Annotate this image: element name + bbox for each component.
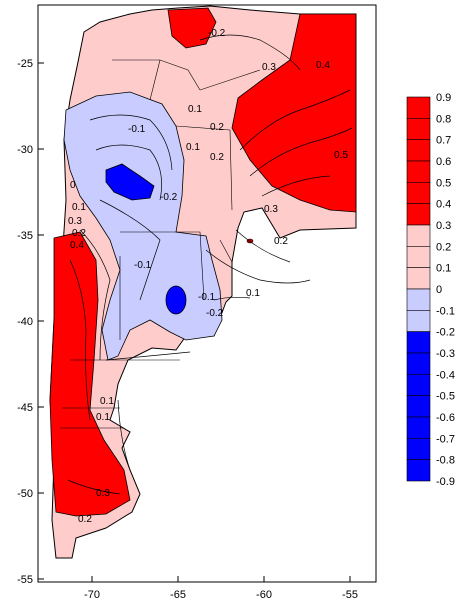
contour-label: 0.4 (316, 60, 330, 71)
contour-label: 0.2 (274, 236, 288, 247)
legend-swatch (406, 374, 431, 396)
legend-label: -0.5 (436, 391, 455, 403)
legend-label: -0.3 (436, 348, 455, 360)
y-tick-label: -30 (17, 144, 33, 156)
legend-swatch (406, 246, 431, 268)
y-tick-label: -25 (17, 58, 33, 70)
legend-label: -0.9 (436, 476, 455, 488)
contour-label: 0.4 (70, 240, 84, 251)
legend-label: -0.4 (436, 369, 455, 381)
contour-label: -0.1 (134, 260, 152, 271)
contour-label: -0.2 (160, 192, 178, 203)
y-tick-label: -55 (17, 574, 33, 586)
contour-label: 0.2 (72, 228, 86, 239)
legend-label: -0.8 (436, 455, 455, 467)
legend-label: 0.8 (436, 113, 451, 125)
legend-label: -0.2 (436, 327, 455, 339)
legend-swatch (406, 459, 431, 482)
contour-label: 0.2 (210, 122, 224, 133)
legend-label: 0.3 (436, 220, 451, 232)
contour-label: 0.2 (210, 152, 224, 163)
legend-swatch (406, 203, 431, 226)
y-tick-labels: -25 -30 -35 -40 -45 -50 -55 (17, 58, 33, 586)
legend-swatch (406, 182, 431, 204)
contour-label: 0.3 (68, 216, 82, 227)
contour-label: 0.3 (262, 62, 276, 73)
legend-swatch (406, 352, 431, 375)
x-tick-label: -60 (256, 589, 272, 601)
legend-swatch (406, 267, 431, 290)
legend-label: -0.6 (436, 412, 455, 424)
negative-core-south (165, 285, 187, 315)
contour-label: 0.1 (246, 288, 260, 299)
contour-label: -0.2 (206, 308, 224, 319)
legend-label: 0.6 (436, 156, 451, 168)
y-tick-label: -40 (17, 316, 33, 328)
legend-swatch (406, 288, 431, 311)
legend-label: 0.4 (436, 199, 451, 211)
contour-label: 0 (70, 180, 76, 191)
legend-label: -0.7 (436, 433, 455, 445)
contour-label: 0.3 (96, 488, 110, 499)
legend-swatch (406, 416, 431, 439)
contour-label: 0.1 (96, 412, 110, 423)
legend-label: 0.1 (436, 263, 451, 275)
positive-northeast (231, 13, 357, 213)
positive-southwest (49, 231, 131, 517)
contour-label: -0.1 (128, 124, 146, 135)
y-tick-label: -35 (17, 230, 33, 242)
legend-label: -0.1 (436, 305, 455, 317)
contour-label: 0.1 (188, 104, 202, 115)
legend-label: 0.2 (436, 241, 451, 253)
color-legend: 0.9 0.8 0.7 0.6 0.5 0.4 0.3 0.2 0.1 0 -0.1 -0.2 -0.3… (406, 92, 455, 488)
legend-swatch (406, 438, 431, 460)
legend-label: 0.5 (436, 177, 451, 189)
y-axis (38, 62, 44, 580)
x-tick-label: -70 (84, 589, 100, 601)
contour-label: 0.1 (186, 142, 200, 153)
contour-label: 0.5 (334, 150, 348, 161)
legend-swatch (406, 96, 431, 119)
legend-swatch (406, 118, 431, 140)
contour-label: 0.2 (78, 514, 92, 525)
positive-north (167, 7, 217, 49)
contour-label: 0.3 (264, 204, 278, 215)
legend-swatch (406, 224, 431, 247)
legend-label: 0 (436, 284, 442, 296)
x-tick-label: -65 (170, 589, 186, 601)
y-tick-label: -45 (17, 402, 33, 414)
contour-label: 0.1 (100, 396, 114, 407)
y-tick-label: -50 (17, 488, 33, 500)
x-tick-label: -55 (342, 589, 358, 601)
x-tick-labels: -70 -65 -60 -55 (84, 589, 358, 601)
contour-label-group: -0.1 -0.2 0.1 0.2 0.3 0.4 0.5 0 -0.2 -0.… (68, 28, 348, 525)
legend-swatch (406, 331, 431, 354)
negative-core-west (105, 163, 155, 201)
contour-label: 0.1 (72, 202, 86, 213)
contour-label: -0.1 (198, 292, 216, 303)
legend-label: 0.7 (436, 135, 451, 147)
legend-swatch (406, 395, 431, 418)
legend-swatch (406, 160, 431, 183)
province-borders (60, 59, 261, 429)
x-axis (91, 576, 351, 582)
legend-swatch (406, 139, 431, 162)
contour-lines (67, 34, 353, 495)
legend-label: 0.9 (436, 92, 451, 104)
contour-label: -0.2 (208, 28, 226, 39)
legend-swatch (406, 310, 431, 332)
